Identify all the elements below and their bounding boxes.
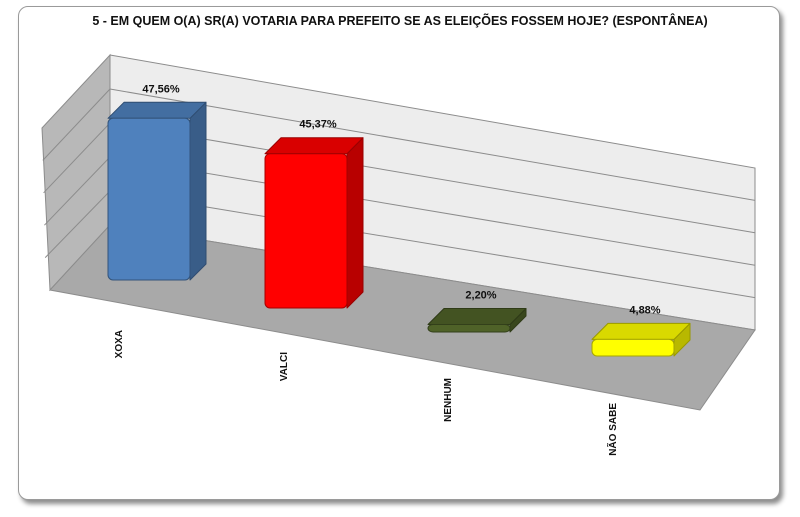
data-label: 4,88% bbox=[629, 304, 660, 316]
bar-top-0 bbox=[107, 101, 207, 119]
category-label: NENHUM bbox=[443, 378, 454, 422]
gridline bbox=[44, 156, 111, 226]
bar-side-0 bbox=[189, 101, 207, 281]
bar-side-1 bbox=[346, 137, 364, 309]
gridline bbox=[109, 88, 756, 201]
bar-top-3 bbox=[591, 322, 691, 340]
data-label: 45,37% bbox=[299, 119, 337, 131]
gridline bbox=[109, 156, 756, 266]
bar-top-1 bbox=[264, 137, 364, 155]
chart-title: 5 - EM QUEM O(A) SR(A) VOTARIA PARA PREF… bbox=[92, 14, 708, 28]
gridline bbox=[109, 122, 756, 234]
gridline bbox=[44, 190, 111, 258]
bar-top-2 bbox=[427, 308, 527, 326]
bar-nenhum bbox=[427, 324, 511, 333]
bar-xoxa bbox=[107, 117, 191, 281]
gridline bbox=[42, 88, 111, 161]
data-label: 47,56% bbox=[142, 83, 180, 95]
gridline bbox=[43, 122, 111, 194]
category-label: NÃO SABE bbox=[606, 403, 619, 456]
category-label: XOXA bbox=[114, 330, 125, 358]
bar-nosabe bbox=[591, 338, 675, 357]
floor bbox=[49, 224, 756, 411]
category-label: VALCI bbox=[279, 352, 290, 381]
data-label: 2,20% bbox=[465, 290, 496, 302]
bar-valci bbox=[264, 153, 348, 309]
gridline bbox=[109, 190, 756, 299]
